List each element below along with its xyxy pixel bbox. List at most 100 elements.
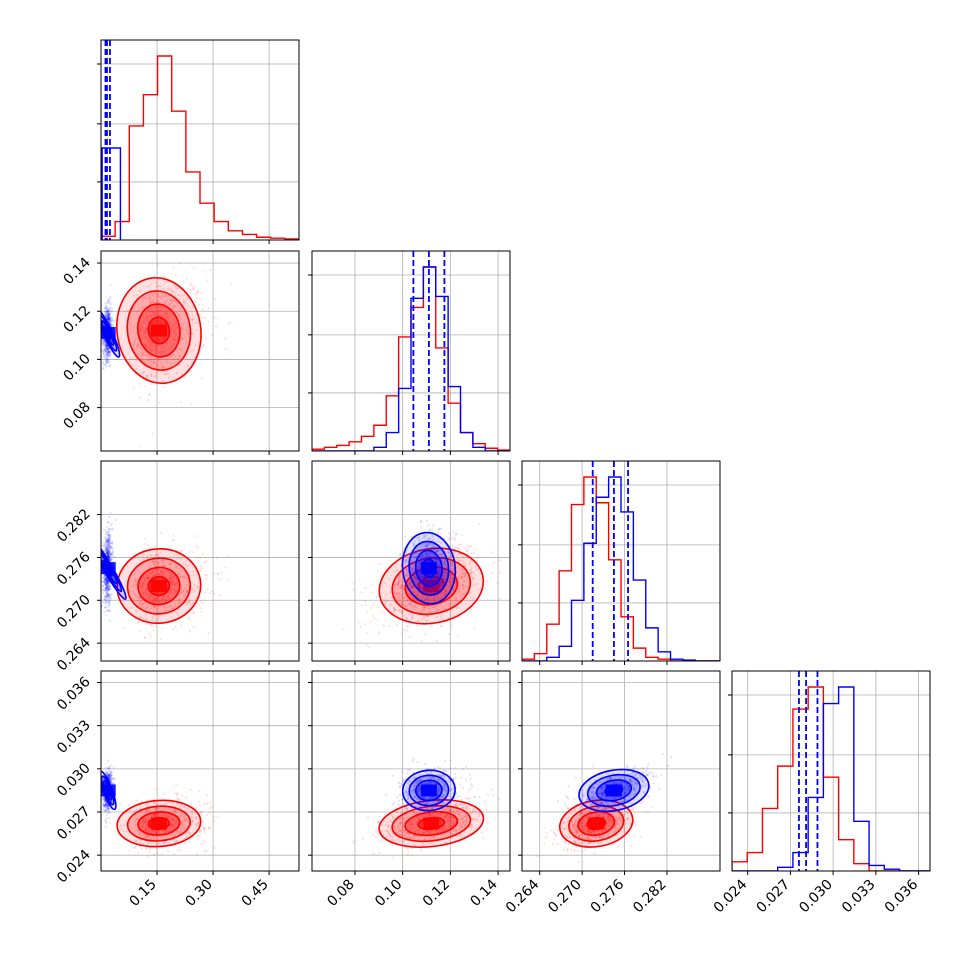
- scatter-point: [143, 636, 146, 639]
- scatter-point: [432, 591, 435, 594]
- scatter-point: [183, 333, 186, 336]
- scatter-point: [164, 346, 167, 349]
- scatter-point: [150, 831, 153, 834]
- scatter-point: [159, 321, 162, 324]
- scatter-point: [174, 305, 177, 308]
- scatter-point: [146, 818, 149, 822]
- scatter-point: [441, 575, 445, 578]
- scatter-point: [107, 549, 111, 552]
- scatter-point: [106, 531, 109, 534]
- scatter-point: [435, 640, 438, 643]
- panel-frame: [521, 460, 721, 662]
- scatter-point: [164, 600, 167, 603]
- scatter-point: [174, 333, 177, 336]
- scatter-point: [427, 591, 430, 595]
- scatter-point: [129, 357, 133, 360]
- scatter-point: [146, 320, 149, 323]
- scatter-point: [438, 592, 441, 595]
- scatter-point: [156, 562, 159, 565]
- scatter-point: [139, 347, 142, 350]
- scatter-point: [420, 554, 423, 557]
- scatter-point: [105, 613, 108, 616]
- scatter-point: [433, 545, 436, 549]
- scatter-point: [439, 625, 442, 628]
- scatter-point: [138, 326, 141, 329]
- scatter-point: [132, 330, 135, 333]
- scatter-point: [104, 315, 107, 318]
- scatter-point: [413, 540, 416, 543]
- scatter-point: [173, 575, 176, 578]
- scatter-point: [136, 345, 139, 349]
- scatter-point: [169, 588, 172, 591]
- scatter-point: [106, 551, 109, 554]
- scatter-point: [364, 599, 367, 603]
- scatter-point: [166, 814, 169, 818]
- scatter-point: [157, 597, 160, 600]
- scatter-point: [432, 587, 435, 590]
- scatter-point: [165, 357, 168, 360]
- histogram-blue: [522, 476, 720, 661]
- scatter-point: [105, 346, 109, 349]
- scatter-point: [104, 313, 107, 316]
- scatter-point: [145, 846, 149, 850]
- scatter-point: [150, 624, 153, 627]
- scatter-point: [104, 354, 107, 357]
- scatter-point: [179, 849, 182, 852]
- scatter-point: [191, 360, 194, 363]
- scatter-point: [110, 322, 113, 325]
- scatter-point: [431, 577, 434, 580]
- scatter-point: [451, 544, 454, 547]
- scatter-point: [144, 542, 147, 545]
- scatter-point: [425, 544, 428, 547]
- scatter-point: [473, 572, 476, 575]
- scatter-point: [145, 344, 148, 347]
- scatter-point: [384, 593, 388, 596]
- scatter-point: [465, 556, 468, 559]
- scatter-point: [455, 533, 458, 536]
- scatter-point: [108, 313, 111, 316]
- scatter-point: [107, 317, 110, 320]
- scatter-point: [434, 578, 438, 581]
- scatter-point: [103, 339, 106, 342]
- scatter-point: [109, 323, 112, 326]
- scatter-point: [106, 353, 109, 356]
- scatter-point: [163, 792, 166, 795]
- scatter-point: [170, 347, 173, 350]
- scatter-point: [106, 553, 109, 556]
- scatter-point: [103, 577, 106, 580]
- scatter-point: [200, 346, 203, 349]
- scatter-point: [418, 536, 421, 539]
- scatter-point: [149, 347, 152, 350]
- scatter-point: [445, 589, 448, 592]
- scatter-point: [152, 837, 155, 840]
- scatter-point: [108, 317, 111, 320]
- scatter-point: [107, 317, 110, 321]
- scatter-point: [174, 584, 177, 587]
- scatter-point: [106, 586, 109, 589]
- scatter-point: [406, 593, 409, 596]
- scatter-point: [111, 318, 114, 321]
- scatter-point: [145, 847, 148, 850]
- scatter-point: [163, 812, 167, 816]
- scatter-point: [171, 819, 174, 822]
- scatter-point: [182, 301, 185, 304]
- scatter-point: [139, 586, 142, 589]
- scatter-point: [431, 580, 434, 583]
- scatter-point: [107, 355, 110, 358]
- scatter-point: [164, 829, 167, 832]
- scatter-point: [105, 588, 108, 591]
- scatter-point: [105, 579, 109, 583]
- scatter-point: [106, 312, 109, 315]
- scatter-point: [106, 580, 109, 583]
- scatter-point: [370, 584, 373, 587]
- scatter-point: [139, 372, 142, 375]
- scatter-point: [137, 829, 140, 832]
- panel-1-0: [97, 250, 300, 455]
- scatter-point: [153, 560, 157, 563]
- scatter-point: [152, 813, 156, 816]
- scatter-point: [150, 600, 154, 603]
- scatter-point: [155, 625, 158, 628]
- scatter-point: [107, 555, 110, 558]
- scatter-point: [447, 552, 450, 555]
- scatter-point: [174, 626, 177, 629]
